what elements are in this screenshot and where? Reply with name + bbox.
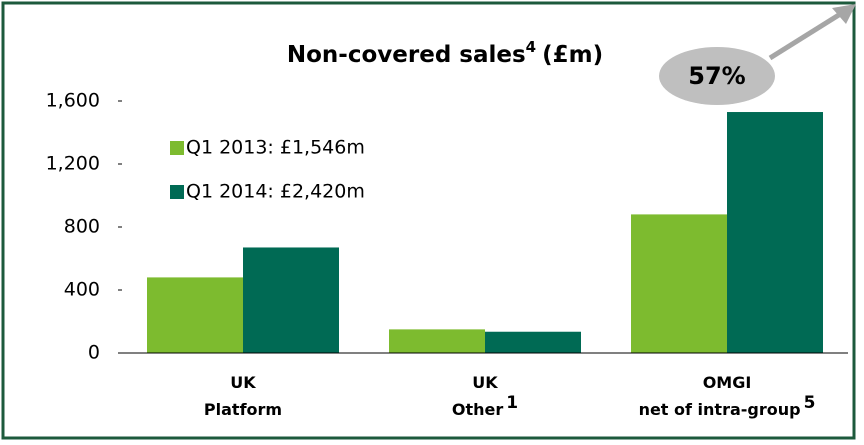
x-tick-label: UK — [472, 373, 498, 392]
bar — [631, 214, 727, 353]
y-tick-label: 800 — [64, 216, 100, 238]
bar — [389, 329, 485, 353]
bar — [727, 112, 823, 354]
title-unit: (£m) — [542, 42, 603, 68]
x-tick-text: net of intra-group — [639, 400, 801, 419]
x-tick-text: UK — [472, 373, 498, 392]
legend-swatch — [170, 141, 184, 155]
x-tick-label: Other 1 — [452, 393, 518, 419]
arrow — [768, 5, 852, 61]
bar — [147, 277, 243, 353]
y-tick-label: 1,600 — [46, 90, 100, 112]
y-tick-label: 0 — [88, 342, 100, 364]
x-tick-text: Platform — [204, 400, 282, 419]
chart-title: Non-covered sales4 (£m) — [287, 38, 603, 68]
arrow-head — [832, 4, 856, 24]
x-tick-label: net of intra-group 5 — [639, 393, 816, 419]
x-tick-text: OMGI — [703, 373, 752, 392]
legend-label: Q1 2014: £2,420m — [186, 181, 365, 203]
y-tick-label: 400 — [64, 279, 100, 301]
annotation: 57% — [688, 62, 745, 90]
legend-label: Q1 2013: £1,546m — [186, 137, 365, 159]
x-tick-label: OMGI — [703, 373, 752, 392]
bar — [243, 247, 339, 353]
x-tick-label: UK — [230, 373, 256, 392]
bar — [485, 331, 581, 353]
x-tick-text: UK — [230, 373, 256, 392]
legend-swatch — [170, 185, 184, 199]
y-tick-label: 1,200 — [46, 153, 100, 175]
x-tick-footnote: 5 — [804, 393, 816, 413]
annotation-bubble — [659, 47, 775, 105]
frame — [1, 1, 856, 440]
x-tick-footnote: 1 — [506, 393, 518, 413]
title-footnote: 4 — [526, 38, 536, 56]
title-text: Non-covered sales — [287, 42, 526, 68]
x-tick-label: Platform — [204, 400, 282, 419]
x-tick-text: Other — [452, 400, 503, 419]
